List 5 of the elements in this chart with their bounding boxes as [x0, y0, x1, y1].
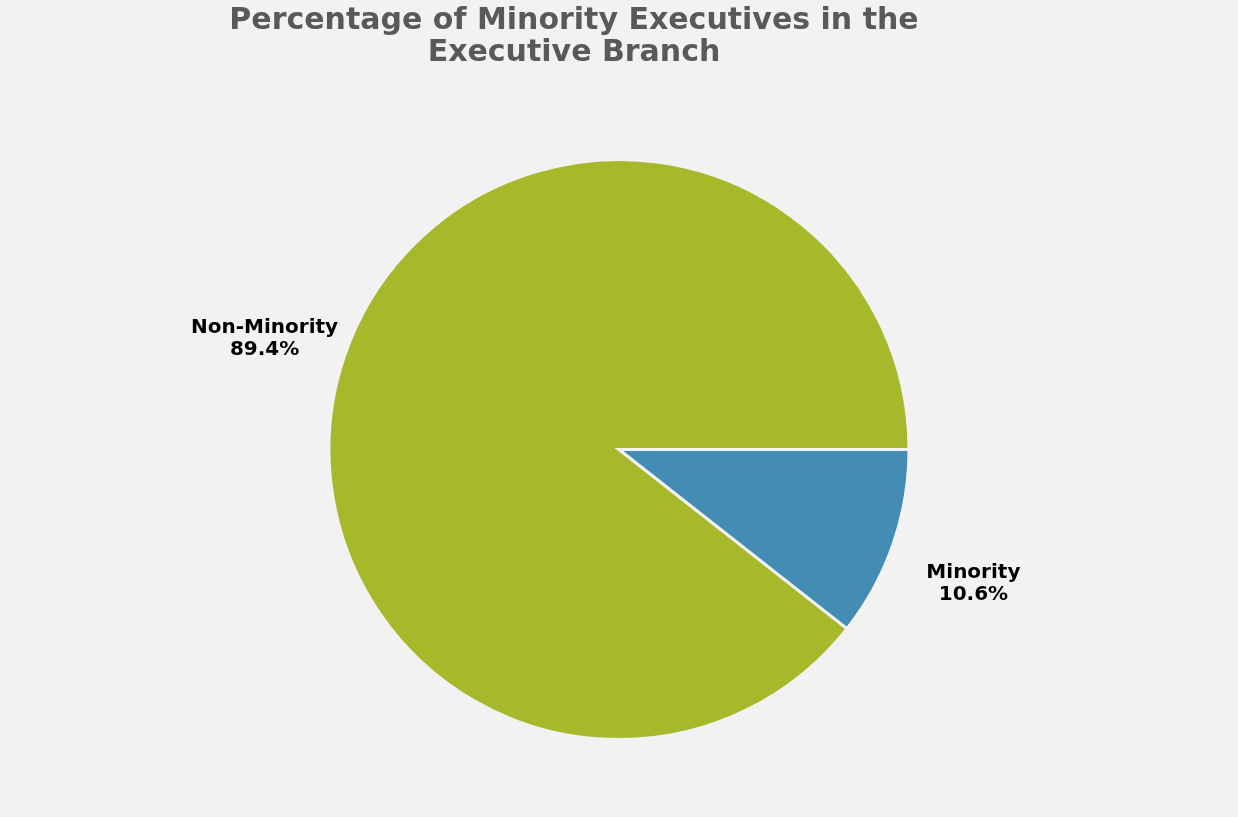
chart-title: Percentage of Minority Executives in the Executive Branch	[229, 1, 919, 68]
data-label: 10.6%	[938, 581, 1009, 606]
slice-label: Minority	[926, 559, 1021, 584]
data-label: 89.4%	[229, 335, 300, 360]
slice-label: Non-Minority	[191, 313, 339, 338]
